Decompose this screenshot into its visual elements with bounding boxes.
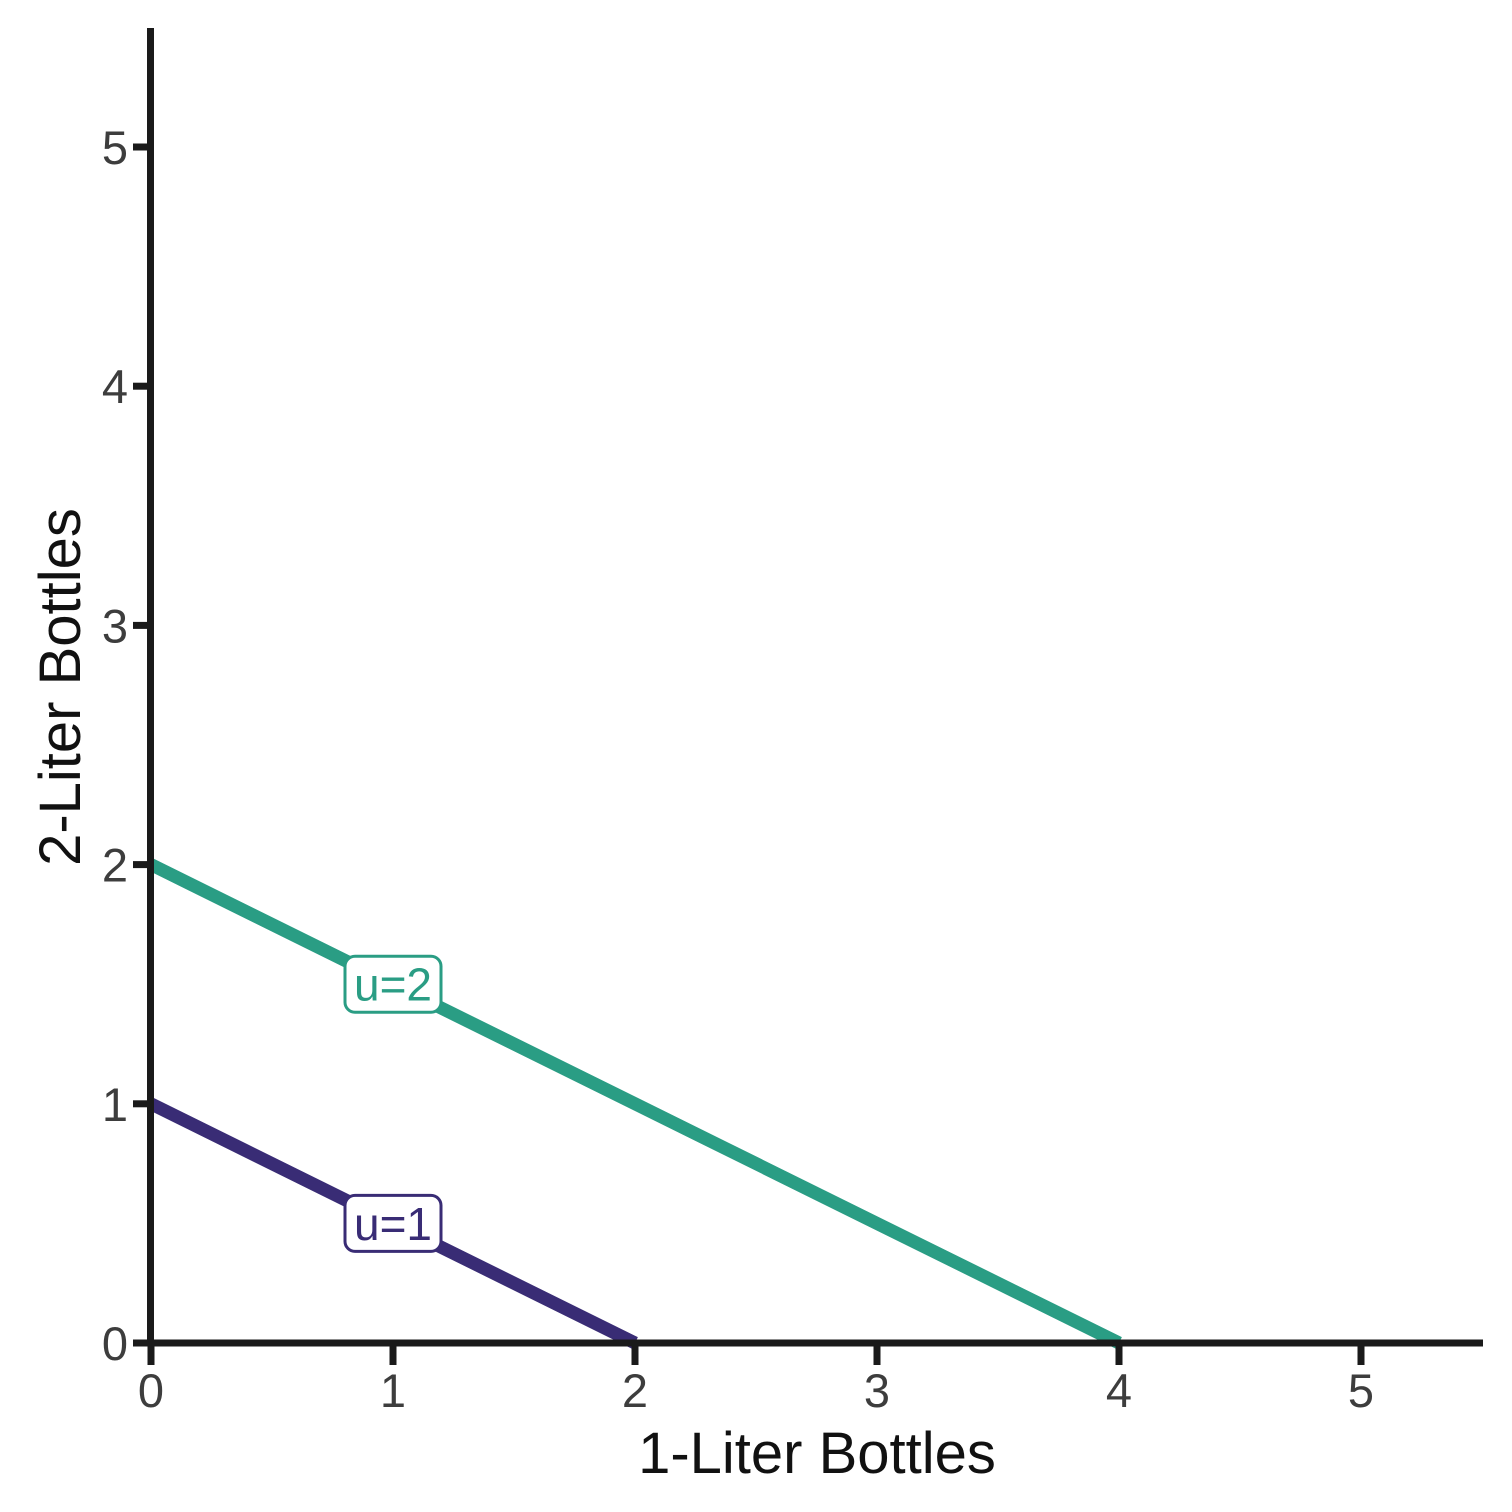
x-tick-label-5: 5 [1348,1364,1374,1417]
x-tick-label-0: 0 [138,1364,164,1417]
x-tick-label-4: 4 [1106,1364,1132,1417]
y-axis-title: 2-Liter Bottles [28,508,93,866]
y-tick-label-3: 3 [102,599,128,652]
x-tick-label-3: 3 [864,1364,890,1417]
tick-labels-layer: 0 1 2 3 4 5 0 1 2 3 4 5 [102,121,1374,1417]
indifference-curve-u2-line [148,858,1122,1349]
y-tick-label-2: 2 [102,839,128,892]
y-tick-label-4: 4 [102,360,128,413]
indifference-curve-u2-label-text: u=2 [354,959,432,1011]
indifference-curve-u1-label-text: u=1 [354,1198,432,1250]
curve-labels-layer: u=2 u=1 [343,954,443,1253]
y-tick-label-1: 1 [102,1078,128,1131]
y-tick-label-0: 0 [102,1317,128,1370]
indifference-curve-u2-label-box [343,954,443,1014]
x-axis-title: 1-Liter Bottles [638,1421,996,1486]
axes-layer [133,28,1483,1365]
x-tick-label-1: 1 [380,1364,406,1417]
series-layer [148,858,1122,1349]
x-tick-label-2: 2 [622,1364,648,1417]
y-tick-label-5: 5 [102,121,128,174]
indifference-curve-u1-label-box [343,1193,443,1253]
